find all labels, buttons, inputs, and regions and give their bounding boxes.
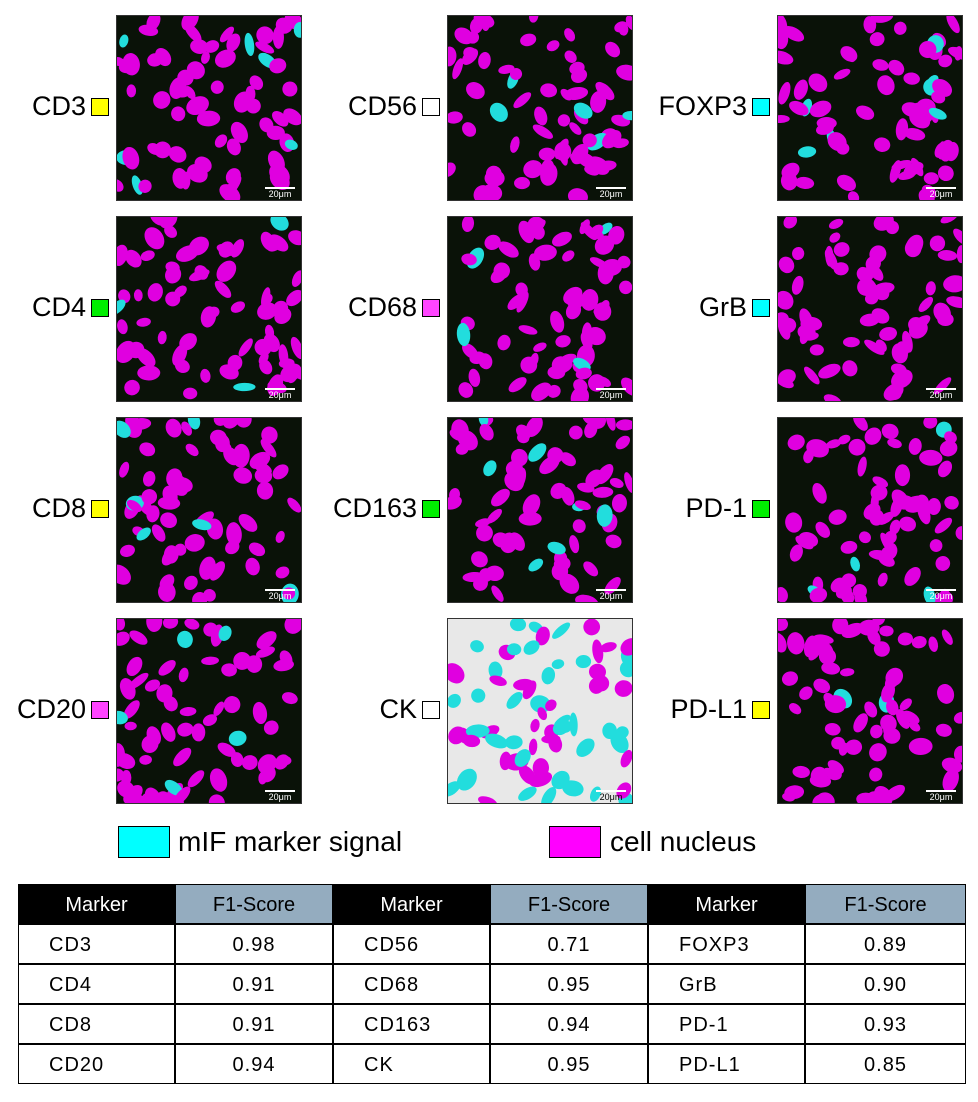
marker-swatch bbox=[752, 701, 770, 719]
marker-cell: CD163 bbox=[333, 1004, 490, 1044]
score-cell: 0.95 bbox=[490, 964, 648, 1004]
marker-cell: PD-1 bbox=[648, 1004, 805, 1044]
scale-bar-label: 20μm bbox=[930, 189, 953, 199]
marker-cell: FOXP3 bbox=[648, 924, 805, 964]
legend-label: cell nucleus bbox=[610, 826, 757, 857]
marker-cell: CD4 bbox=[18, 964, 175, 1004]
micrograph: 20μm bbox=[777, 417, 963, 603]
legend-swatch bbox=[118, 826, 170, 858]
marker-swatch bbox=[422, 500, 440, 518]
marker-label: CD4 bbox=[31, 292, 86, 322]
marker-swatch bbox=[91, 299, 109, 317]
scale-bar-label: 20μm bbox=[600, 792, 623, 802]
micrograph: 20μm bbox=[777, 618, 963, 804]
marker-cell: CD56 bbox=[333, 924, 490, 964]
score-cell: 0.95 bbox=[490, 1044, 648, 1084]
marker-swatch bbox=[91, 500, 109, 518]
micrograph: 20μm bbox=[116, 216, 302, 402]
legend-label: mIF marker signal bbox=[178, 826, 403, 857]
marker-cell: CD20 bbox=[18, 1044, 175, 1084]
score-cell: 0.94 bbox=[175, 1044, 333, 1084]
micrograph: 20μm bbox=[777, 216, 963, 402]
scale-bar-label: 20μm bbox=[269, 390, 292, 400]
micrograph: 20μm bbox=[116, 417, 302, 603]
marker-label: FOXP3 bbox=[658, 91, 747, 121]
marker-cell: CD8 bbox=[18, 1004, 175, 1044]
micrograph: 20μm bbox=[447, 417, 633, 603]
scale-bar-label: 20μm bbox=[600, 189, 623, 199]
marker-label: CD163 bbox=[332, 493, 417, 523]
table-header: Marker bbox=[18, 884, 175, 924]
marker-cell: GrB bbox=[648, 964, 805, 1004]
micrograph: 20μm bbox=[447, 618, 633, 804]
micrograph: 20μm bbox=[447, 15, 633, 201]
scale-bar-label: 20μm bbox=[269, 189, 292, 199]
marker-swatch bbox=[422, 98, 440, 116]
legend-swatch bbox=[549, 826, 601, 858]
marker-cell: CK bbox=[333, 1044, 490, 1084]
marker-label: GrB bbox=[698, 292, 747, 322]
marker-swatch bbox=[422, 299, 440, 317]
marker-cell: PD-L1 bbox=[648, 1044, 805, 1084]
scale-bar-label: 20μm bbox=[269, 591, 292, 601]
marker-swatch bbox=[91, 98, 109, 116]
score-cell: 0.89 bbox=[805, 924, 966, 964]
table-header: F1-Score bbox=[175, 884, 333, 924]
micrograph: 20μm bbox=[116, 15, 302, 201]
marker-cell: CD3 bbox=[18, 924, 175, 964]
scale-bar-label: 20μm bbox=[930, 792, 953, 802]
table-header: F1-Score bbox=[490, 884, 648, 924]
marker-label: CD8 bbox=[31, 493, 86, 523]
scale-bar-label: 20μm bbox=[930, 591, 953, 601]
marker-label: CD56 bbox=[347, 91, 417, 121]
score-cell: 0.90 bbox=[805, 964, 966, 1004]
score-cell: 0.91 bbox=[175, 1004, 333, 1044]
micrograph: 20μm bbox=[777, 15, 963, 201]
marker-swatch bbox=[752, 299, 770, 317]
table-header: Marker bbox=[648, 884, 805, 924]
marker-label: CD3 bbox=[31, 91, 86, 121]
scale-bar-label: 20μm bbox=[930, 390, 953, 400]
marker-swatch bbox=[752, 98, 770, 116]
scale-bar-label: 20μm bbox=[600, 591, 623, 601]
scale-bar-label: 20μm bbox=[600, 390, 623, 400]
marker-label: CK bbox=[379, 694, 417, 724]
micrograph: 20μm bbox=[116, 618, 302, 804]
scale-bar-label: 20μm bbox=[269, 792, 292, 802]
marker-label: CD20 bbox=[16, 694, 86, 724]
score-cell: 0.91 bbox=[175, 964, 333, 1004]
marker-swatch bbox=[91, 701, 109, 719]
table-header: Marker bbox=[333, 884, 490, 924]
marker-label: PD-L1 bbox=[670, 694, 747, 724]
marker-label: PD-1 bbox=[685, 493, 747, 523]
marker-swatch bbox=[422, 701, 440, 719]
score-cell: 0.94 bbox=[490, 1004, 648, 1044]
marker-label: CD68 bbox=[347, 292, 417, 322]
score-cell: 0.93 bbox=[805, 1004, 966, 1044]
marker-swatch bbox=[752, 500, 770, 518]
micrograph: 20μm bbox=[447, 216, 633, 402]
score-cell: 0.71 bbox=[490, 924, 648, 964]
marker-cell: CD68 bbox=[333, 964, 490, 1004]
table-header: F1-Score bbox=[805, 884, 966, 924]
score-cell: 0.85 bbox=[805, 1044, 966, 1084]
score-cell: 0.98 bbox=[175, 924, 333, 964]
